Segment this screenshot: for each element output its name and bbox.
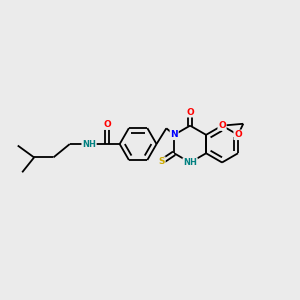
Text: O: O <box>234 130 242 139</box>
Text: S: S <box>158 157 165 166</box>
Text: NH: NH <box>82 140 96 148</box>
Text: N: N <box>170 130 178 139</box>
Text: O: O <box>103 120 111 129</box>
Text: O: O <box>186 108 194 117</box>
Text: O: O <box>218 121 226 130</box>
Text: NH: NH <box>183 158 197 167</box>
